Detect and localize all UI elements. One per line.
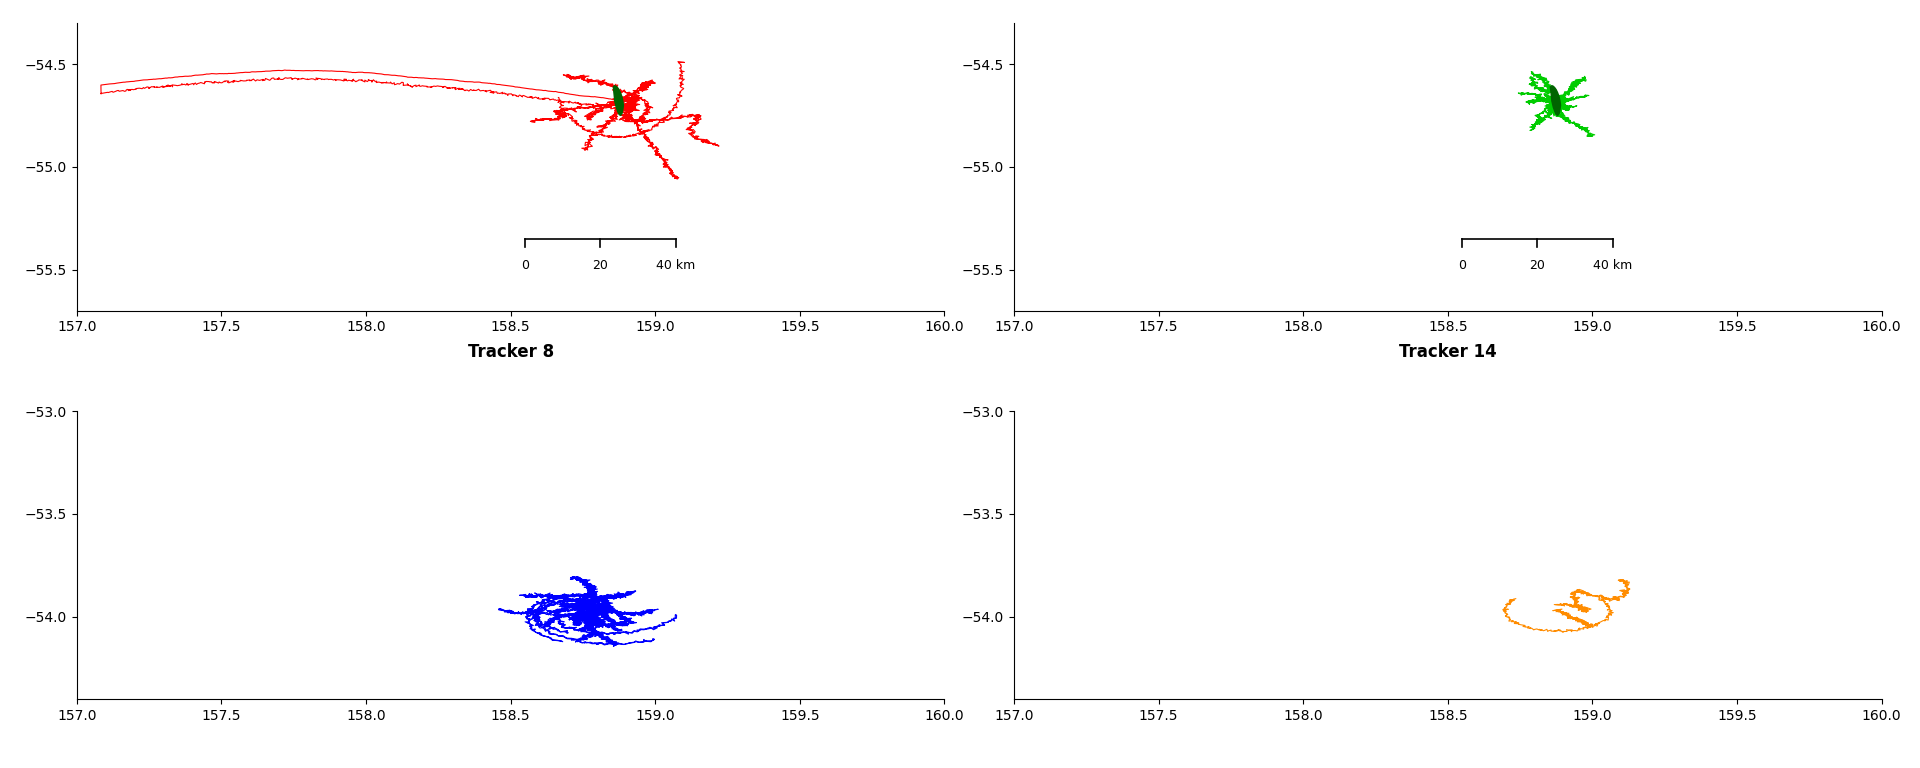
Text: 20: 20	[1530, 260, 1546, 273]
Polygon shape	[612, 86, 624, 115]
Text: 40 km: 40 km	[657, 260, 695, 273]
Text: 0: 0	[1457, 260, 1467, 273]
Text: 40 km: 40 km	[1594, 260, 1632, 273]
Title: Tracker 8: Tracker 8	[468, 343, 553, 361]
Text: 0: 0	[520, 260, 530, 273]
Text: 20: 20	[593, 260, 609, 273]
Title: Tracker 14: Tracker 14	[1400, 343, 1496, 361]
Polygon shape	[1551, 86, 1561, 115]
